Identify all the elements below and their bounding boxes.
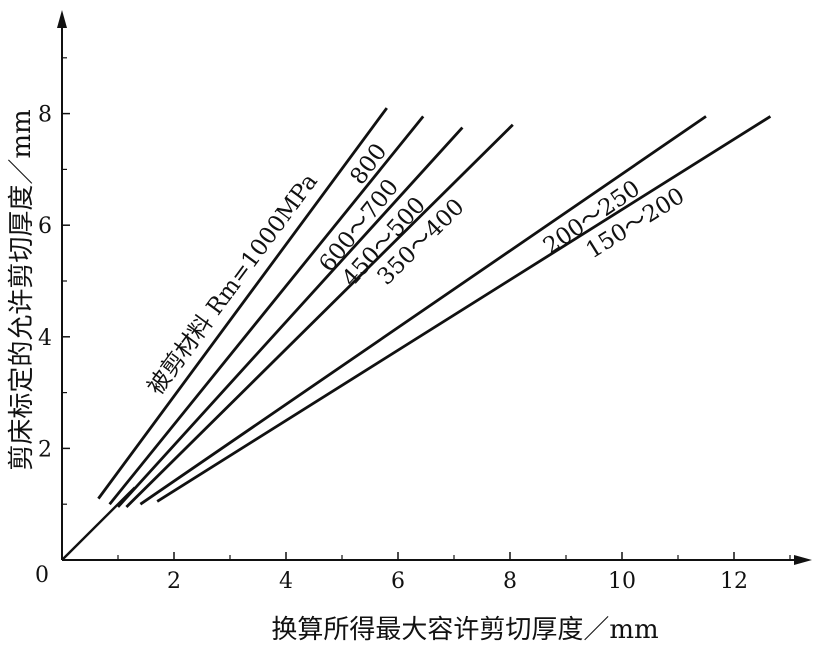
y-tick-label: 6: [38, 214, 52, 239]
x-axis-title: 换算所得最大容许剪切厚度／mm: [271, 615, 658, 645]
axes: [57, 10, 812, 565]
series-line: [116, 126, 464, 508]
series-line: [139, 115, 707, 506]
origin-label: 0: [35, 563, 49, 588]
series-line: [156, 115, 772, 503]
series-lines: [61, 107, 772, 561]
material-annotation: 被剪材料 Rm=1000MPa: [143, 169, 323, 400]
x-tick-label: 4: [279, 569, 293, 594]
series-line: [125, 123, 514, 508]
x-tick-label: 12: [720, 569, 748, 594]
x-axis-arrow: [794, 555, 812, 565]
series-line: [97, 107, 388, 500]
y-tick-label: 2: [38, 437, 52, 462]
x-tick-label: 6: [391, 569, 405, 594]
annotation-group: 被剪材料 Rm=1000MPa: [143, 169, 323, 400]
y-tick-label: 4: [38, 326, 52, 351]
x-tick-label: 8: [503, 569, 517, 594]
ticks: 2 4 6 8 10 12 2 4 6 8: [38, 57, 791, 594]
diagonal-line: [61, 486, 136, 561]
y-axis-title: 剪床标定的允许剪切厚度／mm: [7, 109, 37, 470]
x-tick-label: 2: [167, 569, 181, 594]
series-line: [108, 115, 425, 506]
y-axis-arrow: [57, 10, 67, 28]
x-tick-label: 10: [608, 569, 636, 594]
y-tick-label: 8: [38, 103, 52, 128]
